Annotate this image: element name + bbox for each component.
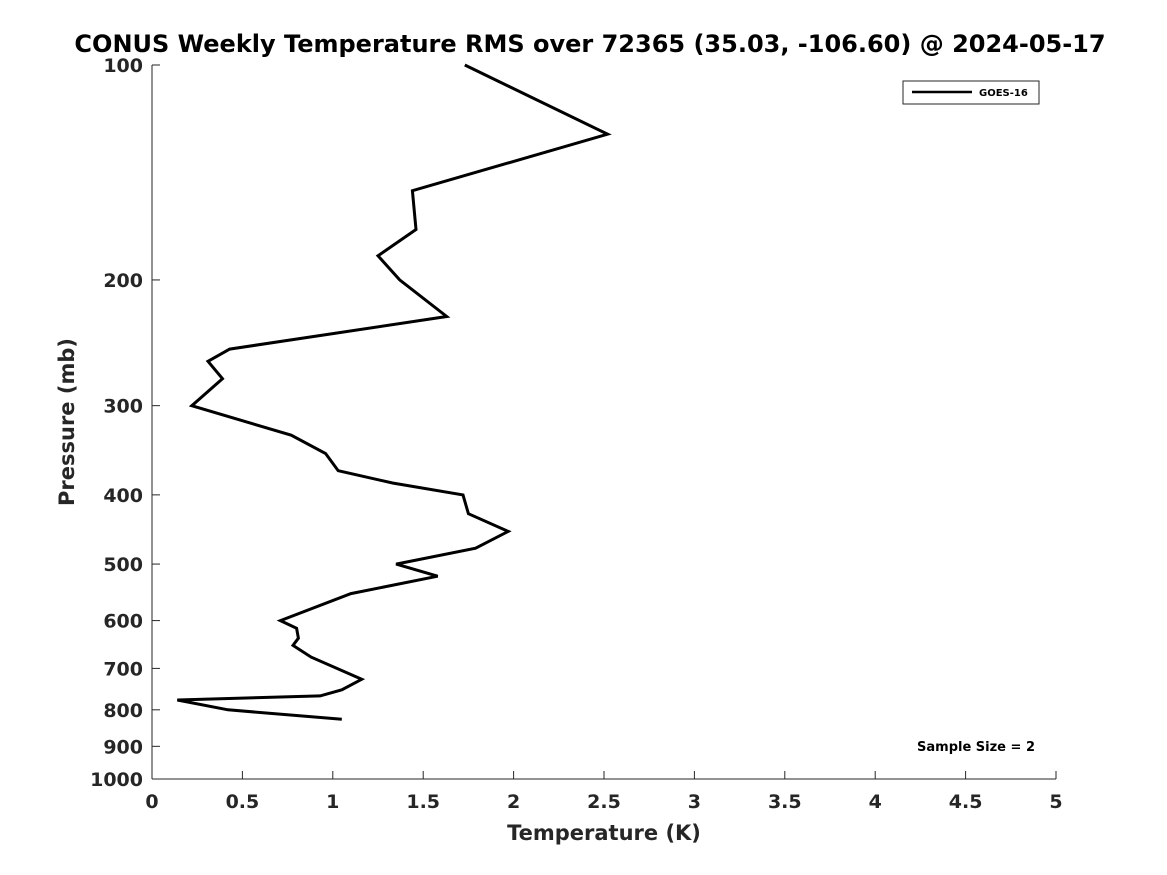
x-tick-label: 4 — [869, 791, 882, 813]
legend-label: GOES-16 — [979, 88, 1028, 99]
y-tick-label: 900 — [103, 736, 143, 758]
y-axis-label: Pressure (mb) — [55, 338, 79, 506]
x-tick-label: 3 — [688, 791, 701, 813]
x-tick-label: 2.5 — [587, 791, 621, 813]
y-tick-label: 600 — [103, 611, 143, 633]
chart-title: CONUS Weekly Temperature RMS over 72365 … — [74, 30, 1105, 58]
x-tick-label: 2 — [507, 791, 520, 813]
legend: GOES-16 — [902, 80, 1040, 105]
sample-size-annotation: Sample Size = 2 — [917, 740, 1035, 755]
y-tick-label: 100 — [103, 55, 143, 77]
x-tick-label: 0.5 — [226, 791, 260, 813]
x-tick-label: 5 — [1049, 791, 1062, 813]
y-tick-label: 700 — [103, 658, 143, 680]
x-axis-label: Temperature (K) — [507, 821, 701, 845]
x-ticks: 0 0.5 1 1.5 2 2.5 3 3.5 4 4.5 5 — [145, 771, 1063, 813]
series-line-goes-16 — [177, 63, 612, 721]
plot-area — [177, 63, 612, 721]
x-tick-label: 4.5 — [949, 791, 983, 813]
x-tick-label: 3.5 — [768, 791, 802, 813]
x-tick-label: 1 — [326, 791, 339, 813]
y-tick-label: 300 — [103, 396, 143, 418]
y-tick-label: 400 — [103, 485, 143, 507]
x-tick-label: 1.5 — [406, 791, 440, 813]
y-tick-label: 800 — [103, 700, 143, 722]
x-tick-label: 0 — [145, 791, 158, 813]
y-tick-label: 1000 — [90, 769, 143, 791]
y-tick-label: 200 — [103, 270, 143, 292]
y-tick-label: 500 — [103, 554, 143, 576]
y-ticks: 100 200 300 400 500 600 700 800 900 1000 — [90, 55, 160, 791]
